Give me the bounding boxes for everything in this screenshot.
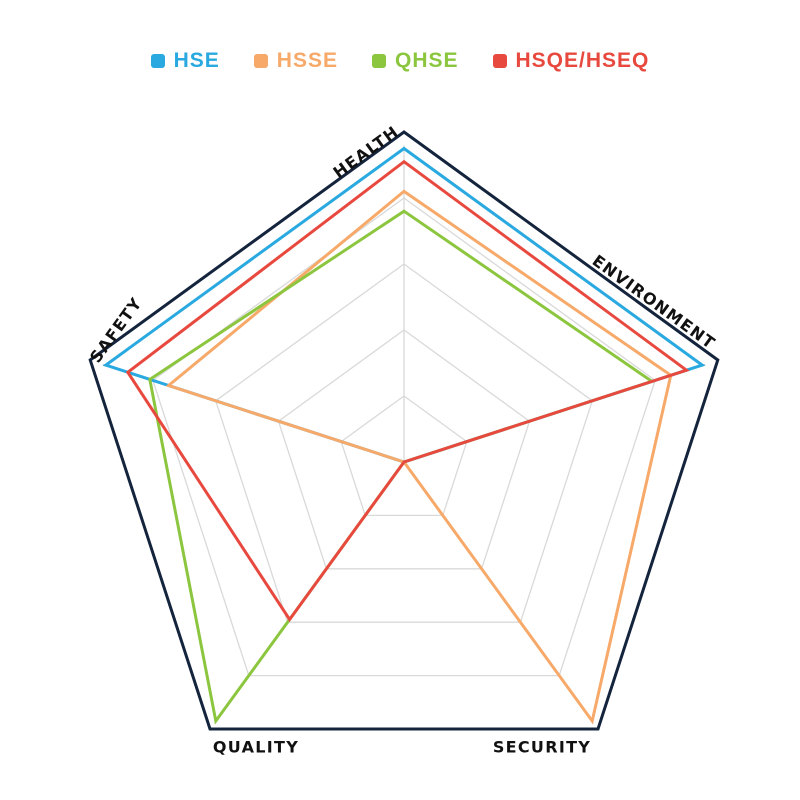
- series-line-hsqe-hseq: [125, 159, 690, 623]
- legend-label: HSQE/HSEQ: [515, 49, 650, 72]
- axis-label-quality: QUALITY: [213, 738, 299, 757]
- legend-swatch: [150, 54, 165, 68]
- grid-ring: [277, 329, 531, 570]
- radar-outline: [88, 130, 720, 731]
- legend-item-qhse: QHSE: [371, 49, 459, 73]
- legend-item-hsqe-hseq: HSQE/HSEQ: [492, 49, 650, 73]
- grid-ring: [340, 395, 468, 517]
- axis-label-safety: SAFETY: [86, 294, 146, 367]
- grid-layer: [102, 145, 706, 719]
- series-line-hsse: [165, 189, 673, 725]
- legend-item-hse: HSE: [150, 49, 220, 73]
- legend-swatch: [371, 54, 386, 68]
- legend-label: HSE: [173, 49, 220, 72]
- legend-label: HSSE: [276, 49, 338, 72]
- legend: HSE HSSE QHSE HSQE/HSEQ: [0, 44, 800, 78]
- grid-ring: [214, 263, 594, 623]
- legend-label: QHSE: [394, 49, 459, 72]
- legend-item-hsse: HSSE: [253, 49, 338, 73]
- axis-label-security: SECURITY: [493, 738, 591, 757]
- legend-swatch: [253, 54, 268, 68]
- axis-label-environment: ENVIRONMENT: [589, 251, 719, 353]
- legend-swatch: [492, 54, 507, 68]
- series-layer: [102, 146, 706, 725]
- outline-layer: [88, 130, 720, 731]
